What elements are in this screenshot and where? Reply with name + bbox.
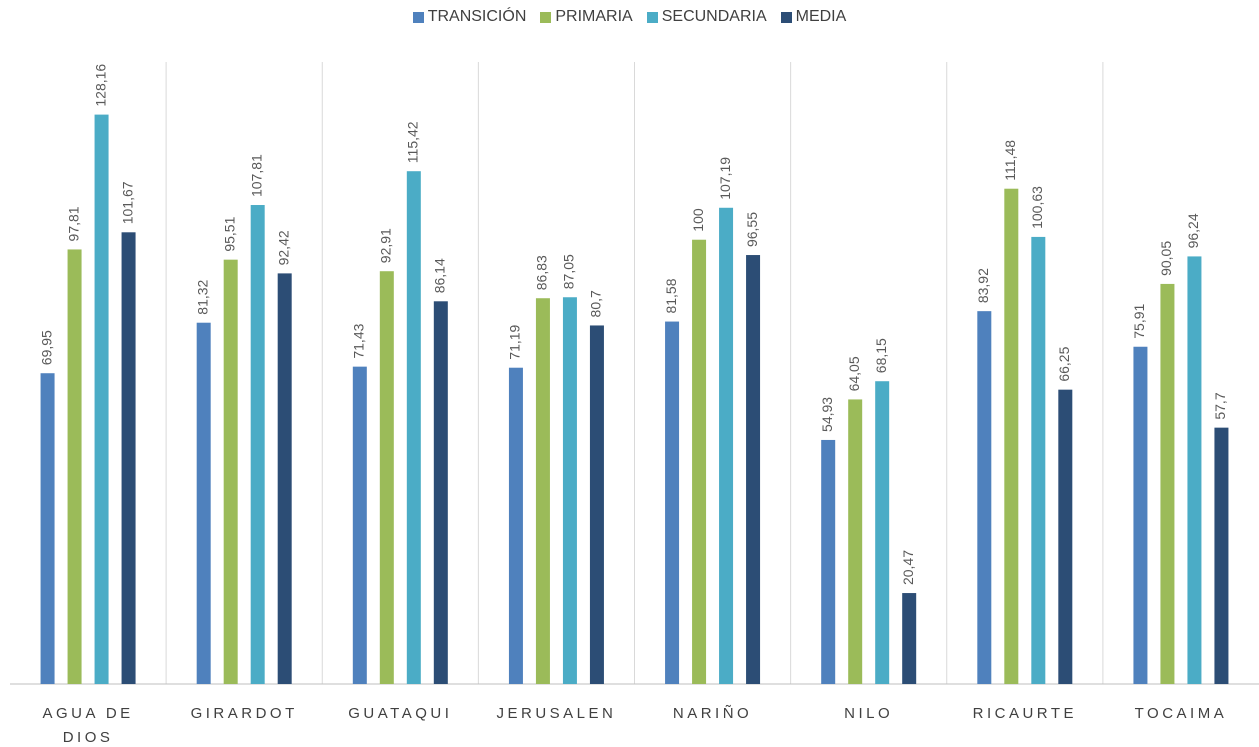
bar	[665, 321, 680, 684]
legend-swatch	[780, 11, 792, 23]
value-label: 100	[690, 208, 706, 232]
value-label: 75,91	[1131, 303, 1147, 338]
bar	[977, 311, 992, 684]
bar	[40, 373, 55, 684]
value-label: 54,93	[819, 397, 835, 432]
bar	[1133, 346, 1148, 684]
x-tick-label: NILO	[844, 705, 894, 722]
bar	[1004, 188, 1019, 685]
bar	[848, 399, 863, 684]
bar	[719, 207, 734, 684]
value-label: 71,43	[351, 323, 367, 358]
value-label: 95,51	[221, 216, 237, 251]
bar	[821, 439, 836, 684]
value-label: 96,55	[744, 212, 760, 247]
bar	[589, 325, 604, 684]
value-label: 107,19	[717, 157, 733, 200]
value-label: 80,7	[588, 290, 604, 317]
value-label: 20,47	[900, 550, 916, 585]
bar	[121, 232, 136, 684]
bar	[223, 259, 238, 684]
value-label: 96,24	[1185, 213, 1201, 248]
bar	[67, 249, 82, 684]
legend-swatch	[540, 11, 552, 23]
x-tick-label: RICAURTE	[972, 705, 1078, 722]
bar	[406, 171, 421, 684]
x-tick-label: GUATAQUI	[348, 705, 453, 722]
value-label: 128,16	[92, 64, 108, 107]
x-tick-label: GIRARDOT	[190, 705, 298, 722]
legend-label: TRANSICIÓN	[427, 8, 527, 25]
bar	[1160, 283, 1175, 684]
value-label: 90,05	[1158, 241, 1174, 276]
bar	[433, 301, 448, 684]
value-label: 71,19	[507, 324, 523, 359]
value-label: 115,42	[405, 121, 421, 163]
legend-label: PRIMARIA	[555, 8, 633, 25]
bar	[1187, 256, 1202, 684]
value-label: 111,48	[1002, 140, 1018, 181]
value-label: 101,67	[119, 181, 135, 224]
bar	[94, 114, 109, 684]
value-label: 92,91	[378, 228, 394, 263]
bar	[535, 298, 550, 684]
bar	[562, 297, 577, 684]
bar	[875, 381, 890, 684]
value-label: 68,15	[873, 338, 889, 373]
value-label: 57,7	[1212, 392, 1228, 419]
bar	[277, 273, 292, 684]
legend: TRANSICIÓN PRIMARIA SECUNDARIA MEDIA	[0, 8, 1259, 26]
legend-item: MEDIA	[780, 8, 847, 26]
legend-item: SECUNDARIA	[646, 8, 767, 26]
value-label: 86,83	[534, 255, 550, 290]
value-label: 87,05	[561, 254, 577, 289]
value-label: 92,42	[275, 230, 291, 265]
bar	[1214, 427, 1229, 684]
bar	[902, 593, 917, 684]
bar	[352, 366, 367, 684]
legend-swatch	[412, 11, 424, 23]
value-label: 83,92	[975, 268, 991, 303]
bar	[1031, 236, 1046, 684]
legend-item: TRANSICIÓN	[412, 8, 527, 26]
bar	[746, 255, 761, 684]
value-label: 97,81	[65, 206, 81, 241]
legend-swatch	[646, 11, 658, 23]
bar	[250, 205, 265, 684]
bar	[1058, 389, 1073, 684]
value-label: 86,14	[432, 258, 448, 293]
value-label: 107,81	[248, 154, 264, 197]
x-tick-label: NARIÑO	[672, 705, 753, 722]
x-tick-label: TOCAIMA	[1134, 705, 1228, 722]
x-tick-label: JERUSALEN	[496, 705, 617, 722]
legend-item: PRIMARIA	[540, 8, 633, 26]
value-label: 81,32	[194, 279, 210, 314]
value-label: 100,63	[1029, 186, 1045, 229]
bar	[196, 322, 211, 684]
value-label: 64,05	[846, 356, 862, 391]
bar	[692, 239, 707, 684]
x-tick-label: AGUA DE DIOS	[42, 705, 134, 746]
value-label: 66,25	[1056, 346, 1072, 381]
value-label: 81,58	[663, 278, 679, 313]
legend-label: MEDIA	[795, 8, 847, 25]
bar	[508, 367, 523, 684]
value-label: 69,95	[38, 330, 54, 365]
legend-label: SECUNDARIA	[661, 8, 767, 25]
bar	[379, 271, 394, 684]
